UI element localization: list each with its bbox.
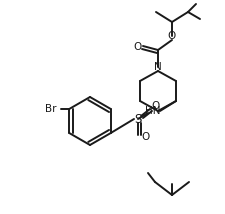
Text: N: N: [154, 62, 162, 72]
Text: O: O: [168, 31, 176, 41]
Text: Br: Br: [45, 104, 57, 114]
Text: O: O: [142, 132, 150, 142]
Text: S: S: [134, 113, 142, 125]
Text: O: O: [134, 42, 142, 52]
Text: O: O: [151, 101, 159, 111]
Text: HN: HN: [145, 106, 161, 116]
